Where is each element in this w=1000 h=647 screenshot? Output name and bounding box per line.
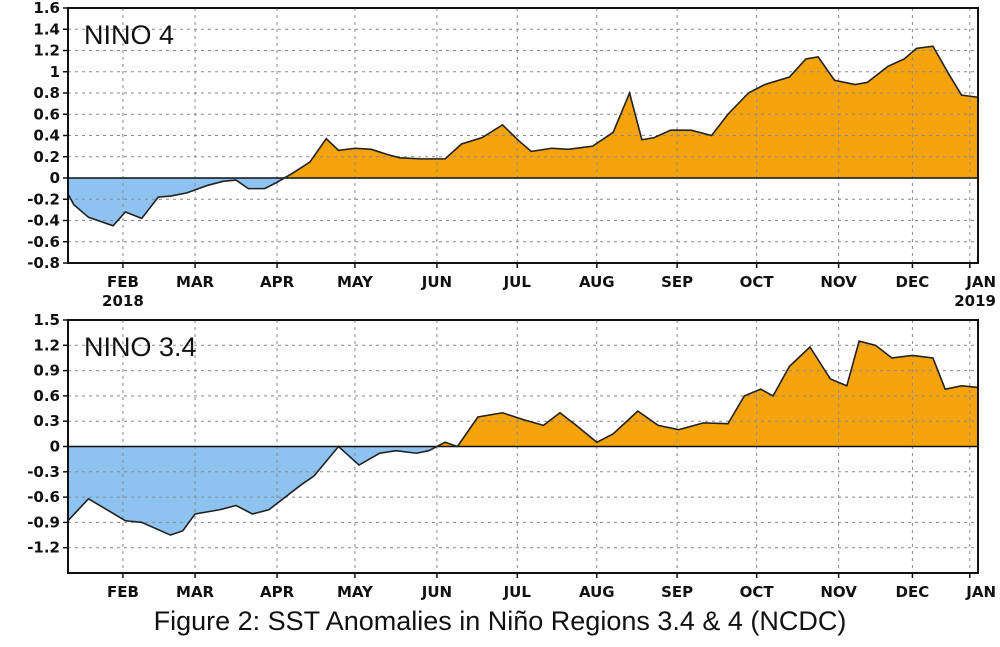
x-tick-label: DEC xyxy=(896,583,930,601)
y-tick-label: 0 xyxy=(50,438,60,456)
x-tick-label: DEC xyxy=(896,273,930,291)
x-tick-label: MAY xyxy=(337,583,374,601)
x-tick-label: SEP xyxy=(661,583,693,601)
y-tick-label: 0.6 xyxy=(33,105,60,123)
x-tick-label: APR xyxy=(260,273,295,291)
y-tick-label: 0.8 xyxy=(33,84,60,102)
positive-anomaly-area xyxy=(68,341,978,447)
y-tick-label: 0.6 xyxy=(33,387,60,405)
series-line xyxy=(68,340,978,536)
x-tick-label: MAY xyxy=(337,273,374,291)
y-tick-label: 0.9 xyxy=(33,362,60,380)
y-tick-label: 1.2 xyxy=(33,42,60,60)
x-tick-label: NOV xyxy=(820,273,857,291)
x-tick-label: OCT xyxy=(740,273,775,291)
y-tick-label: 1.4 xyxy=(33,20,60,38)
x-tick-label: JAN xyxy=(965,583,996,601)
x-tick-label: JUL xyxy=(503,583,532,601)
x-tick-label: SEP xyxy=(661,273,693,291)
x-tick-label: JUN xyxy=(421,273,452,291)
x-tick-label: NOV xyxy=(820,583,857,601)
y-tick-label: 1.5 xyxy=(33,311,60,329)
y-tick-label: 1 xyxy=(50,63,60,81)
x-tick-label: JUL xyxy=(503,273,532,291)
x-tick-label: APR xyxy=(260,583,295,601)
x-tick-label: JUN xyxy=(421,583,452,601)
y-tick-label: -0.4 xyxy=(27,212,60,230)
y-tick-label: 0.2 xyxy=(33,148,60,166)
y-tick-label: 0 xyxy=(50,169,60,187)
panel-title: NINO 3.4 xyxy=(84,332,197,362)
y-tick-label: 1.2 xyxy=(33,336,60,354)
y-tick-label: -0.2 xyxy=(27,190,60,208)
x-tick-label: FEB xyxy=(107,583,139,601)
y-tick-label: -1.2 xyxy=(27,539,60,557)
series-line xyxy=(68,45,978,227)
y-tick-label: -0.8 xyxy=(27,254,60,272)
nino4-panel: 1.6 1.4 1.2 1 0.8 0.6 0.4 0.2 0 -0.2 -0.4 -0.6 -0.8 F… xyxy=(27,0,996,310)
y-tick-label: 0.4 xyxy=(33,127,60,145)
panel-title: NINO 4 xyxy=(84,20,174,50)
x-tick-label: AUG xyxy=(579,273,615,291)
x-tick-label: FEB xyxy=(107,273,139,291)
x-tick-label: JAN xyxy=(965,273,996,291)
x-tick-year-label: 2018 xyxy=(102,292,144,310)
nino34-panel: 1.5 1.2 0.9 0.6 0.3 0 -0.3 -0.6 -0.9 -1.2 FEB MAR AP… xyxy=(27,311,996,601)
y-tick-label: -0.6 xyxy=(27,233,60,251)
x-tick-label: MAR xyxy=(176,273,215,291)
x-tick-year-label: 2019 xyxy=(954,292,996,310)
x-tick-label: MAR xyxy=(176,583,215,601)
positive-anomaly-area xyxy=(68,46,978,178)
negative-anomaly-area xyxy=(68,446,978,536)
y-tick-label: -0.9 xyxy=(27,513,60,531)
x-tick-label: AUG xyxy=(579,583,615,601)
y-tick-label: -0.3 xyxy=(27,463,60,481)
negative-anomaly-area xyxy=(68,178,978,226)
y-tick-label: 0.3 xyxy=(33,412,60,430)
x-tick-label: OCT xyxy=(740,583,775,601)
y-tick-label: 1.6 xyxy=(33,0,60,17)
figure-caption: Figure 2: SST Anomalies in Niño Regions … xyxy=(153,606,847,636)
y-tick-label: -0.6 xyxy=(27,488,60,506)
